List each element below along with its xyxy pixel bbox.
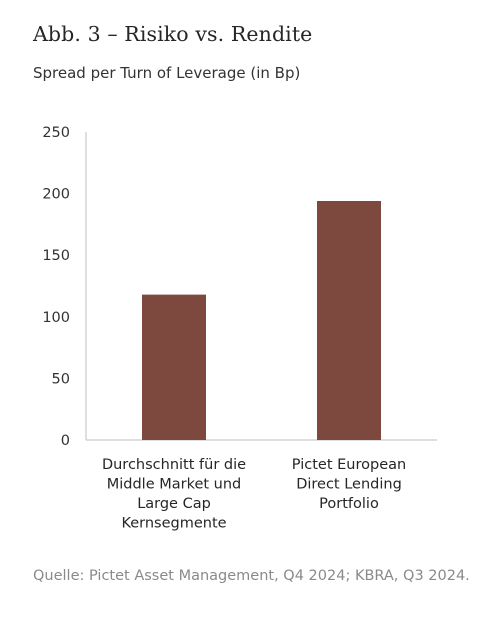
source-note: Quelle: Pictet Asset Management, Q4 2024…: [33, 568, 470, 584]
x-category-label-line: Middle Market und: [107, 477, 242, 493]
y-tick-label: 0: [61, 433, 70, 449]
x-category-label-line: Kernsegmente: [121, 516, 226, 532]
x-category-label-line: Durchschnitt für die: [102, 457, 246, 473]
y-tick-label: 250: [42, 125, 70, 141]
x-category-label-line: Large Cap: [137, 496, 211, 512]
bar-2: [317, 200, 381, 440]
y-tick-label: 150: [42, 248, 70, 264]
bar-1: [142, 294, 206, 440]
x-category-label: Durchschnitt für die Middle Market und Lar…: [102, 457, 246, 532]
y-tick-label: 50: [52, 371, 70, 387]
x-category-label-line: Portfolio: [319, 496, 379, 512]
y-tick-label: 200: [42, 187, 70, 203]
x-category-label-line: Pictet European: [292, 457, 406, 473]
bar-chart: 0 50 100 150 200 250 Durchschnitt für die Middl…: [42, 125, 437, 532]
x-category-label: Pictet European Direct Lending Portfolio: [292, 457, 406, 512]
chart-title: Abb. 3 – Risiko vs. Rendite: [33, 22, 313, 46]
y-tick-label: 100: [42, 310, 70, 326]
x-category-label-line: Direct Lending: [296, 477, 402, 493]
chart-subtitle: Spread per Turn of Leverage (in Bp): [33, 64, 301, 82]
